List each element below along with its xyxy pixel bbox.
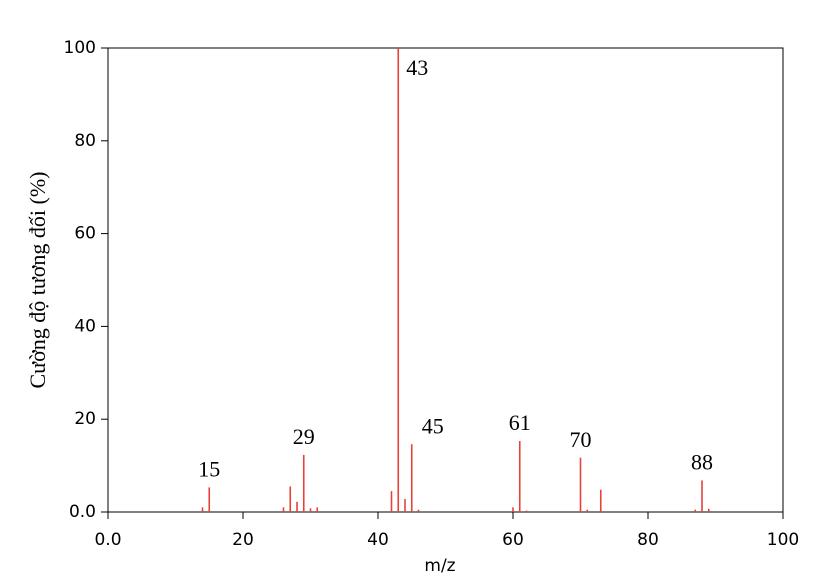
- peak-label: 43: [406, 55, 428, 80]
- y-tick-label: 100: [64, 38, 96, 58]
- x-tick-label: 0.0: [94, 530, 121, 550]
- y-tick-label: 40: [74, 316, 96, 336]
- y-tick-label: 60: [74, 224, 96, 244]
- y-axis-title: Cường độ tương đối (%): [25, 172, 50, 389]
- peak-label: 61: [509, 410, 531, 435]
- peak-label: 88: [691, 449, 713, 474]
- x-tick-label: 20: [232, 530, 254, 550]
- peak-label: 70: [570, 427, 592, 452]
- x-tick-label: 100: [767, 530, 799, 550]
- peak-label: 45: [422, 413, 444, 438]
- x-axis-title: m/z: [424, 556, 455, 576]
- x-tick-label: 40: [367, 530, 389, 550]
- y-tick-label: 20: [74, 409, 96, 429]
- x-tick-label: 60: [502, 530, 524, 550]
- x-tick-label: 80: [637, 530, 659, 550]
- peak-label: 15: [198, 456, 220, 481]
- plot-frame: [107, 47, 784, 513]
- y-tick-label: 0.0: [69, 502, 96, 522]
- y-tick-label: 80: [74, 131, 96, 151]
- peak-label: 29: [293, 424, 315, 449]
